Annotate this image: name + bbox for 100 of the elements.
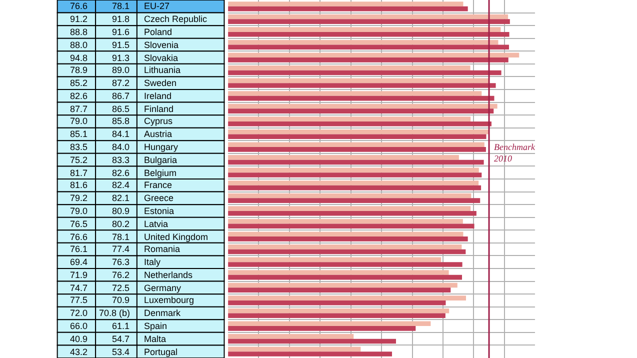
y-tick-label: Malta bbox=[144, 334, 166, 344]
data-label: 81.6 bbox=[70, 180, 88, 190]
bar bbox=[228, 296, 466, 300]
bar bbox=[228, 300, 446, 306]
bar bbox=[228, 232, 464, 237]
bar bbox=[228, 257, 442, 262]
bar bbox=[228, 185, 482, 190]
y-tick-label: Austria bbox=[144, 129, 172, 139]
bar bbox=[228, 321, 431, 326]
data-label: 72.5 bbox=[112, 283, 130, 293]
bar bbox=[228, 14, 508, 20]
data-label: 84.1 bbox=[112, 129, 130, 139]
bar bbox=[228, 334, 354, 339]
data-label: 66.0 bbox=[70, 321, 88, 331]
data-label: 82.6 bbox=[112, 168, 130, 178]
data-label: 79.2 bbox=[70, 193, 88, 203]
data-label: 85.2 bbox=[70, 78, 88, 88]
data-label: 82.1 bbox=[112, 193, 130, 203]
y-tick-label: Portugal bbox=[144, 347, 178, 357]
bar bbox=[228, 83, 496, 88]
bar bbox=[228, 91, 482, 96]
data-label: 89.0 bbox=[112, 65, 130, 75]
y-tick-label: EU-27 bbox=[144, 1, 170, 11]
bar bbox=[228, 96, 494, 101]
bar bbox=[228, 168, 479, 173]
data-label: 75.2 bbox=[70, 155, 88, 165]
bar bbox=[228, 326, 416, 331]
data-label: 79.0 bbox=[70, 206, 88, 216]
y-tick-label: Sweden bbox=[144, 78, 177, 88]
y-tick-label: Lithuania bbox=[144, 65, 181, 75]
y-tick-label: Belgium bbox=[144, 168, 177, 178]
data-label: 87.2 bbox=[112, 78, 130, 88]
y-tick-label: Ireland bbox=[144, 91, 172, 101]
data-label: 81.7 bbox=[70, 168, 88, 178]
bar bbox=[228, 44, 509, 50]
data-label: 77.5 bbox=[70, 295, 88, 305]
bar bbox=[228, 27, 501, 32]
y-tick-label: Romania bbox=[144, 244, 180, 254]
data-label: 76.3 bbox=[112, 257, 130, 267]
data-label: 85.8 bbox=[112, 116, 130, 126]
y-tick-label: Czech Republic bbox=[144, 14, 208, 24]
bar bbox=[228, 104, 498, 109]
bar bbox=[228, 198, 480, 203]
bar bbox=[228, 155, 459, 160]
bar bbox=[228, 116, 471, 122]
y-tick-label: Hungary bbox=[144, 142, 179, 152]
bar bbox=[228, 193, 472, 198]
bar bbox=[228, 346, 361, 352]
bar bbox=[228, 129, 490, 134]
bar bbox=[228, 270, 449, 275]
bar bbox=[228, 206, 471, 211]
data-label: 88.8 bbox=[70, 27, 88, 37]
data-label: 76.1 bbox=[70, 244, 88, 254]
data-label: 43.2 bbox=[70, 347, 88, 357]
y-tick-label: Spain bbox=[144, 321, 168, 331]
data-label: 86.5 bbox=[112, 104, 130, 114]
y-tick-label: France bbox=[144, 180, 172, 190]
data-label: 78.1 bbox=[112, 232, 130, 242]
bar bbox=[228, 78, 490, 84]
y-tick-label: Slovakia bbox=[144, 53, 178, 63]
data-label: 91.6 bbox=[112, 27, 130, 37]
data-label: 76.2 bbox=[112, 270, 130, 280]
y-tick-label: Netherlands bbox=[144, 270, 194, 280]
data-label: 69.4 bbox=[70, 257, 88, 267]
bar bbox=[228, 210, 476, 216]
bar bbox=[228, 19, 510, 24]
y-tick-label: Denmark bbox=[144, 308, 182, 318]
bar bbox=[228, 218, 463, 224]
bar bbox=[228, 338, 396, 344]
data-label: 40.9 bbox=[70, 334, 88, 344]
bar bbox=[228, 244, 462, 250]
y-tick-label: Bulgaria bbox=[144, 155, 178, 165]
data-label: 94.8 bbox=[70, 53, 88, 63]
bar bbox=[228, 121, 492, 126]
y-tick-label: Latvia bbox=[144, 219, 168, 229]
y-tick-label: Poland bbox=[144, 27, 172, 37]
data-label: 76.5 bbox=[70, 219, 88, 229]
data-label: 79.0 bbox=[70, 116, 88, 126]
bar bbox=[228, 308, 450, 314]
data-label: 86.7 bbox=[112, 91, 130, 101]
data-label: 85.1 bbox=[70, 129, 88, 139]
bar bbox=[228, 352, 392, 356]
data-label: 91.3 bbox=[112, 53, 130, 63]
bar bbox=[228, 70, 502, 76]
data-label: 77.4 bbox=[112, 244, 130, 254]
data-label: 76.6 bbox=[70, 1, 88, 11]
data-label: 91.5 bbox=[112, 40, 130, 50]
y-tick-label: Finland bbox=[144, 104, 174, 114]
data-label: 54.7 bbox=[112, 334, 130, 344]
bar bbox=[228, 288, 451, 292]
bar bbox=[228, 66, 470, 70]
bar bbox=[228, 6, 468, 12]
bar bbox=[228, 52, 520, 58]
data-label: 83.5 bbox=[70, 142, 88, 152]
data-label: 74.7 bbox=[70, 283, 88, 293]
y-tick-label: Germany bbox=[144, 283, 182, 293]
data-label: 80.9 bbox=[112, 206, 130, 216]
y-tick-label: Slovenia bbox=[144, 40, 179, 50]
bar bbox=[228, 2, 464, 6]
ref-line-label: Benchmark 2010 bbox=[494, 142, 536, 164]
